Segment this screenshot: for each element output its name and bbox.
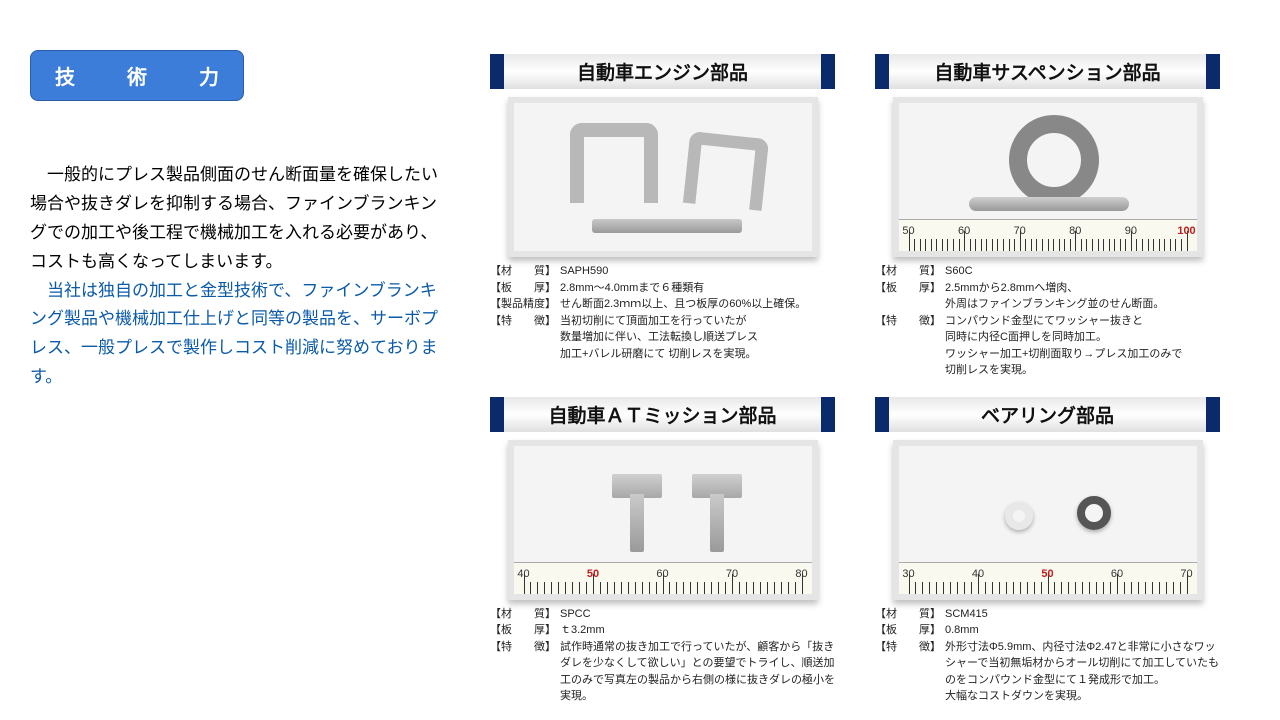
card-engine: 自動車エンジン部品 【材 質】SAPH590【板 厚】2.8mm～4.0mmまで… [490,54,835,379]
spec-label: 【材 質】 [490,263,556,280]
description-black: 一般的にプレス製品側面のせん断面量を確保したい場合や抜きダレを抑制する場合、ファ… [30,165,438,271]
description-blue: 当社は独自の加工と金型技術で、ファインブランキング製品や機械加工仕上げと同等の製… [30,281,438,387]
spec-value: SPCC [560,606,591,623]
spec-label: 【板 厚】 [490,622,556,639]
spec-row: 【板 厚】2.8mm～4.0mmまで６種類有 [490,280,835,297]
ruler-label: 60 [1111,568,1123,580]
spec-value: 外形寸法Φ5.9mm、内径寸法Φ2.47と非常に小さなワッシャーで当初無垢材から… [945,639,1220,705]
card-title: ベアリング部品 [875,397,1220,432]
spec-value: 2.8mm～4.0mmまで６種類有 [560,280,704,297]
ruler-label: 80 [1069,225,1081,237]
spec-label: 【材 質】 [490,606,556,623]
ruler-label: 30 [902,568,914,580]
spec-row: 【材 質】SCM415 [875,606,1220,623]
spec-row: 【特 徴】当初切削にて頂面加工を行っていたが 数量増加に伴い、工法転換し順送プレ… [490,313,835,363]
spec-value: 試作時通常の抜き加工で行っていたが、顧客から「抜きダレを少なくして欲しい」との要… [560,639,835,705]
spec-label: 【特 徴】 [875,313,941,379]
spec-row: 【製品精度】せん断面2.3ｍｍ以上、且つ板厚の60%以上確保。 [490,296,835,313]
card-specs: 【材 質】SCM415【板 厚】0.8mm【特 徴】外形寸法Φ5.9mm、内径寸… [875,606,1220,705]
spec-value: コンパウンド金型にてワッシャー抜きと 同時に内径C面押しを同時加工。 ワッシャー… [945,313,1182,379]
card-image: 50 60 70 80 90 100 [893,97,1203,257]
card-title: 自動車サスペンション部品 [875,54,1220,89]
spec-row: 【材 質】SPCC [490,606,835,623]
card-suspension: 自動車サスペンション部品 50 60 70 80 90 100 【材 質】S60C【板 厚… [875,54,1220,379]
spec-row: 【板 厚】0.8mm [875,622,1220,639]
spec-label: 【材 質】 [875,606,941,623]
ruler-label: 50 [1041,568,1053,580]
ruler-label: 70 [1180,568,1192,580]
spec-label: 【製品精度】 [490,296,556,313]
spec-label: 【特 徴】 [490,639,556,705]
spec-label: 【特 徴】 [490,313,556,363]
spec-label: 【板 厚】 [875,622,941,639]
card-image [508,97,818,257]
spec-value: 当初切削にて頂面加工を行っていたが 数量増加に伴い、工法転換し順送プレス 加工+… [560,313,758,363]
spec-value: S60C [945,263,973,280]
spec-value: ｔ3.2mm [560,622,605,639]
spec-row: 【特 徴】外形寸法Φ5.9mm、内径寸法Φ2.47と非常に小さなワッシャーで当初… [875,639,1220,705]
ruler-label: 60 [656,568,668,580]
spec-row: 【特 徴】試作時通常の抜き加工で行っていたが、顧客から「抜きダレを少なくして欲し… [490,639,835,705]
ruler-label: 70 [1014,225,1026,237]
card-specs: 【材 質】S60C【板 厚】2.5mmから2.8mmへ増肉、 外周はファインブラ… [875,263,1220,379]
card-specs: 【材 質】SAPH590【板 厚】2.8mm～4.0mmまで６種類有【製品精度】… [490,263,835,362]
card-title: 自動車ＡＴミッション部品 [490,397,835,432]
ruler-label: 70 [726,568,738,580]
spec-label: 【板 厚】 [490,280,556,297]
spec-value: せん断面2.3ｍｍ以上、且つ板厚の60%以上確保。 [560,296,806,313]
card-at-mission: 自動車ＡＴミッション部品 40 50 60 70 80 【材 質】SPCC【板 厚】ｔ3… [490,397,835,705]
spec-row: 【板 厚】ｔ3.2mm [490,622,835,639]
card-title: 自動車エンジン部品 [490,54,835,89]
spec-row: 【板 厚】2.5mmから2.8mmへ増肉、 外周はファインブランキング並のせん断… [875,280,1220,313]
spec-row: 【材 質】SAPH590 [490,263,835,280]
product-grid: 自動車エンジン部品 【材 質】SAPH590【板 厚】2.8mm～4.0mmまで… [490,54,1270,705]
section-badge: 技 術 力 [30,50,244,101]
card-bearing: ベアリング部品 30 40 50 60 70 【材 質】SCM415【板 厚】0.8mm… [875,397,1220,705]
spec-value: SCM415 [945,606,988,623]
ruler-label: 100 [1177,225,1195,237]
ruler-label: 90 [1125,225,1137,237]
card-image: 30 40 50 60 70 [893,440,1203,600]
ruler-label: 50 [902,225,914,237]
ruler-label: 60 [958,225,970,237]
ruler-label: 40 [517,568,529,580]
spec-value: 0.8mm [945,622,979,639]
card-image: 40 50 60 70 80 [508,440,818,600]
spec-row: 【特 徴】コンパウンド金型にてワッシャー抜きと 同時に内径C面押しを同時加工。 … [875,313,1220,379]
ruler-label: 80 [795,568,807,580]
spec-value: 2.5mmから2.8mmへ増肉、 外周はファインブランキング並のせん断面。 [945,280,1164,313]
spec-label: 【板 厚】 [875,280,941,313]
spec-label: 【特 徴】 [875,639,941,705]
spec-value: SAPH590 [560,263,608,280]
spec-label: 【材 質】 [875,263,941,280]
ruler-label: 40 [972,568,984,580]
card-specs: 【材 質】SPCC【板 厚】ｔ3.2mm【特 徴】試作時通常の抜き加工で行ってい… [490,606,835,705]
spec-row: 【材 質】S60C [875,263,1220,280]
ruler-label: 50 [587,568,599,580]
